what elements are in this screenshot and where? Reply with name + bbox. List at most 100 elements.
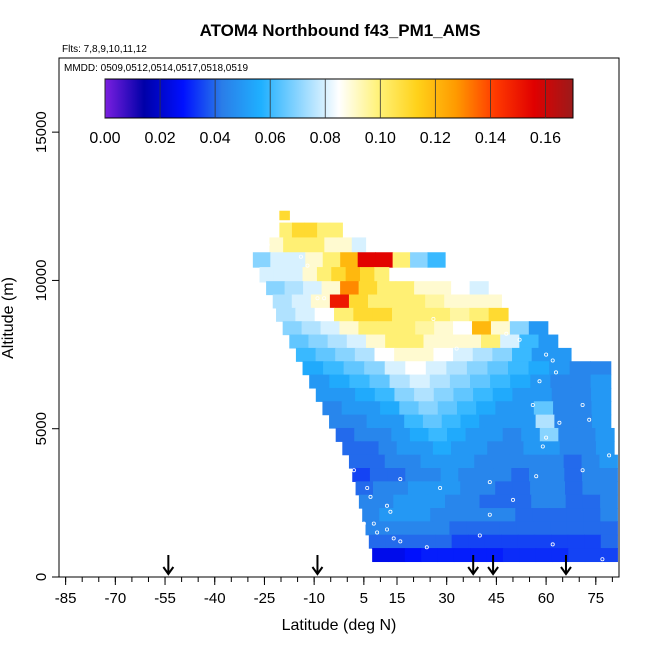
heat-cell: [495, 481, 514, 496]
heat-cell: [377, 281, 397, 296]
heat-cell: [510, 374, 531, 389]
dates-subtitle: MMDD: 0509,0512,0514,0517,0518,0519: [64, 63, 248, 74]
heat-cell: [599, 454, 618, 469]
heat-cell: [538, 334, 559, 349]
heat-cell: [385, 414, 405, 429]
sample-point: [580, 402, 585, 407]
sample-point: [375, 530, 380, 535]
heat-cell: [364, 361, 386, 376]
sample-point: [368, 494, 373, 499]
heat-cell: [411, 307, 432, 322]
heat-cell: [445, 494, 463, 509]
heat-cell: [600, 508, 618, 522]
heat-cell: [479, 494, 498, 509]
heat-cell: [558, 427, 578, 442]
heat-cell: [418, 401, 439, 416]
sample-point: [580, 468, 585, 473]
colorbar-gradient: [104, 78, 574, 119]
heat-cell: [335, 347, 356, 362]
colorbar-tick-label: 0.02: [144, 130, 175, 147]
heat-cell: [534, 534, 552, 549]
heat-cell: [570, 374, 592, 389]
heat-cell: [305, 252, 324, 268]
heat-cell: [360, 441, 380, 456]
heat-cell: [372, 307, 393, 322]
heat-cell: [466, 361, 489, 376]
heat-cell: [450, 307, 470, 322]
heat-cell: [295, 307, 316, 322]
heat-cell: [449, 374, 471, 389]
heat-cell: [501, 534, 519, 549]
sample-point: [388, 509, 393, 514]
heat-cell: [548, 494, 567, 509]
heat-cell: [430, 508, 448, 522]
heat-cell: [535, 414, 555, 429]
heat-cell: [348, 294, 369, 309]
sample-point: [607, 453, 612, 458]
heat-cell: [329, 374, 350, 389]
sample-point: [424, 545, 429, 550]
heat-cell: [301, 321, 322, 336]
heat-cell: [279, 222, 293, 239]
heat-cell: [532, 508, 550, 522]
heat-cell: [595, 441, 615, 456]
colorbar-tick-label: 0.00: [89, 130, 120, 147]
heat-cell: [339, 321, 359, 336]
heat-cell: [505, 441, 525, 456]
heat-cell: [270, 252, 289, 268]
heat-cell: [502, 548, 520, 563]
heat-cell: [393, 494, 412, 509]
y-axis-label: Altitude (m): [0, 277, 17, 359]
heat-cell: [387, 294, 407, 309]
heat-cell: [466, 521, 484, 536]
colorbar-tick-label: 0.06: [255, 130, 286, 147]
heat-cell: [425, 361, 447, 376]
heat-cell: [507, 361, 530, 376]
heat-cell: [365, 334, 386, 349]
heat-cell: [530, 374, 552, 389]
heat-cell: [279, 210, 290, 221]
sample-point: [298, 254, 303, 259]
heat-cell: [496, 494, 515, 509]
heat-cell: [583, 521, 602, 536]
heat-cell: [559, 441, 579, 456]
heat-cell: [369, 374, 391, 389]
heat-cell: [422, 414, 443, 429]
sample-point: [371, 521, 376, 526]
heat-cell: [511, 468, 530, 482]
heat-cell: [433, 347, 454, 362]
heat-cell: [259, 267, 275, 283]
x-tick-label: 15: [389, 590, 406, 607]
heat-cell: [404, 334, 425, 349]
heat-cell: [395, 281, 415, 296]
heat-cell: [382, 521, 400, 536]
heat-cell: [367, 294, 388, 309]
heat-cell: [414, 281, 434, 296]
heat-cell: [415, 521, 434, 536]
sample-point: [550, 542, 555, 547]
heat-cell: [273, 267, 289, 283]
heat-cell: [487, 361, 509, 376]
heat-cell: [469, 307, 490, 322]
heat-cell: [322, 252, 341, 268]
heat-cell: [335, 387, 356, 402]
flights-subtitle: Flts: 7,8,9,10,11,12: [62, 44, 147, 55]
heat-cell: [465, 427, 485, 442]
chart-title: ATOM4 Northbound f43_PM1_AMS: [200, 21, 481, 40]
heat-cell: [513, 494, 532, 509]
heat-cell: [549, 508, 567, 522]
colorbar: 0.00 0.02 0.04 0.06 0.08 0.10 0.12 0.14 0.16: [89, 78, 574, 147]
colorbar-tick-label: 0.04: [200, 130, 231, 147]
heat-cell: [405, 468, 424, 482]
heat-cell: [358, 494, 377, 509]
heat-cell: [334, 307, 354, 322]
sample-point: [398, 539, 403, 544]
heat-cell: [415, 321, 435, 336]
heat-cell: [576, 427, 597, 442]
heat-cell: [310, 294, 331, 309]
heat-cell: [302, 267, 318, 283]
heat-cell: [357, 252, 376, 268]
heat-cell: [433, 387, 455, 402]
heat-cell: [531, 347, 552, 362]
